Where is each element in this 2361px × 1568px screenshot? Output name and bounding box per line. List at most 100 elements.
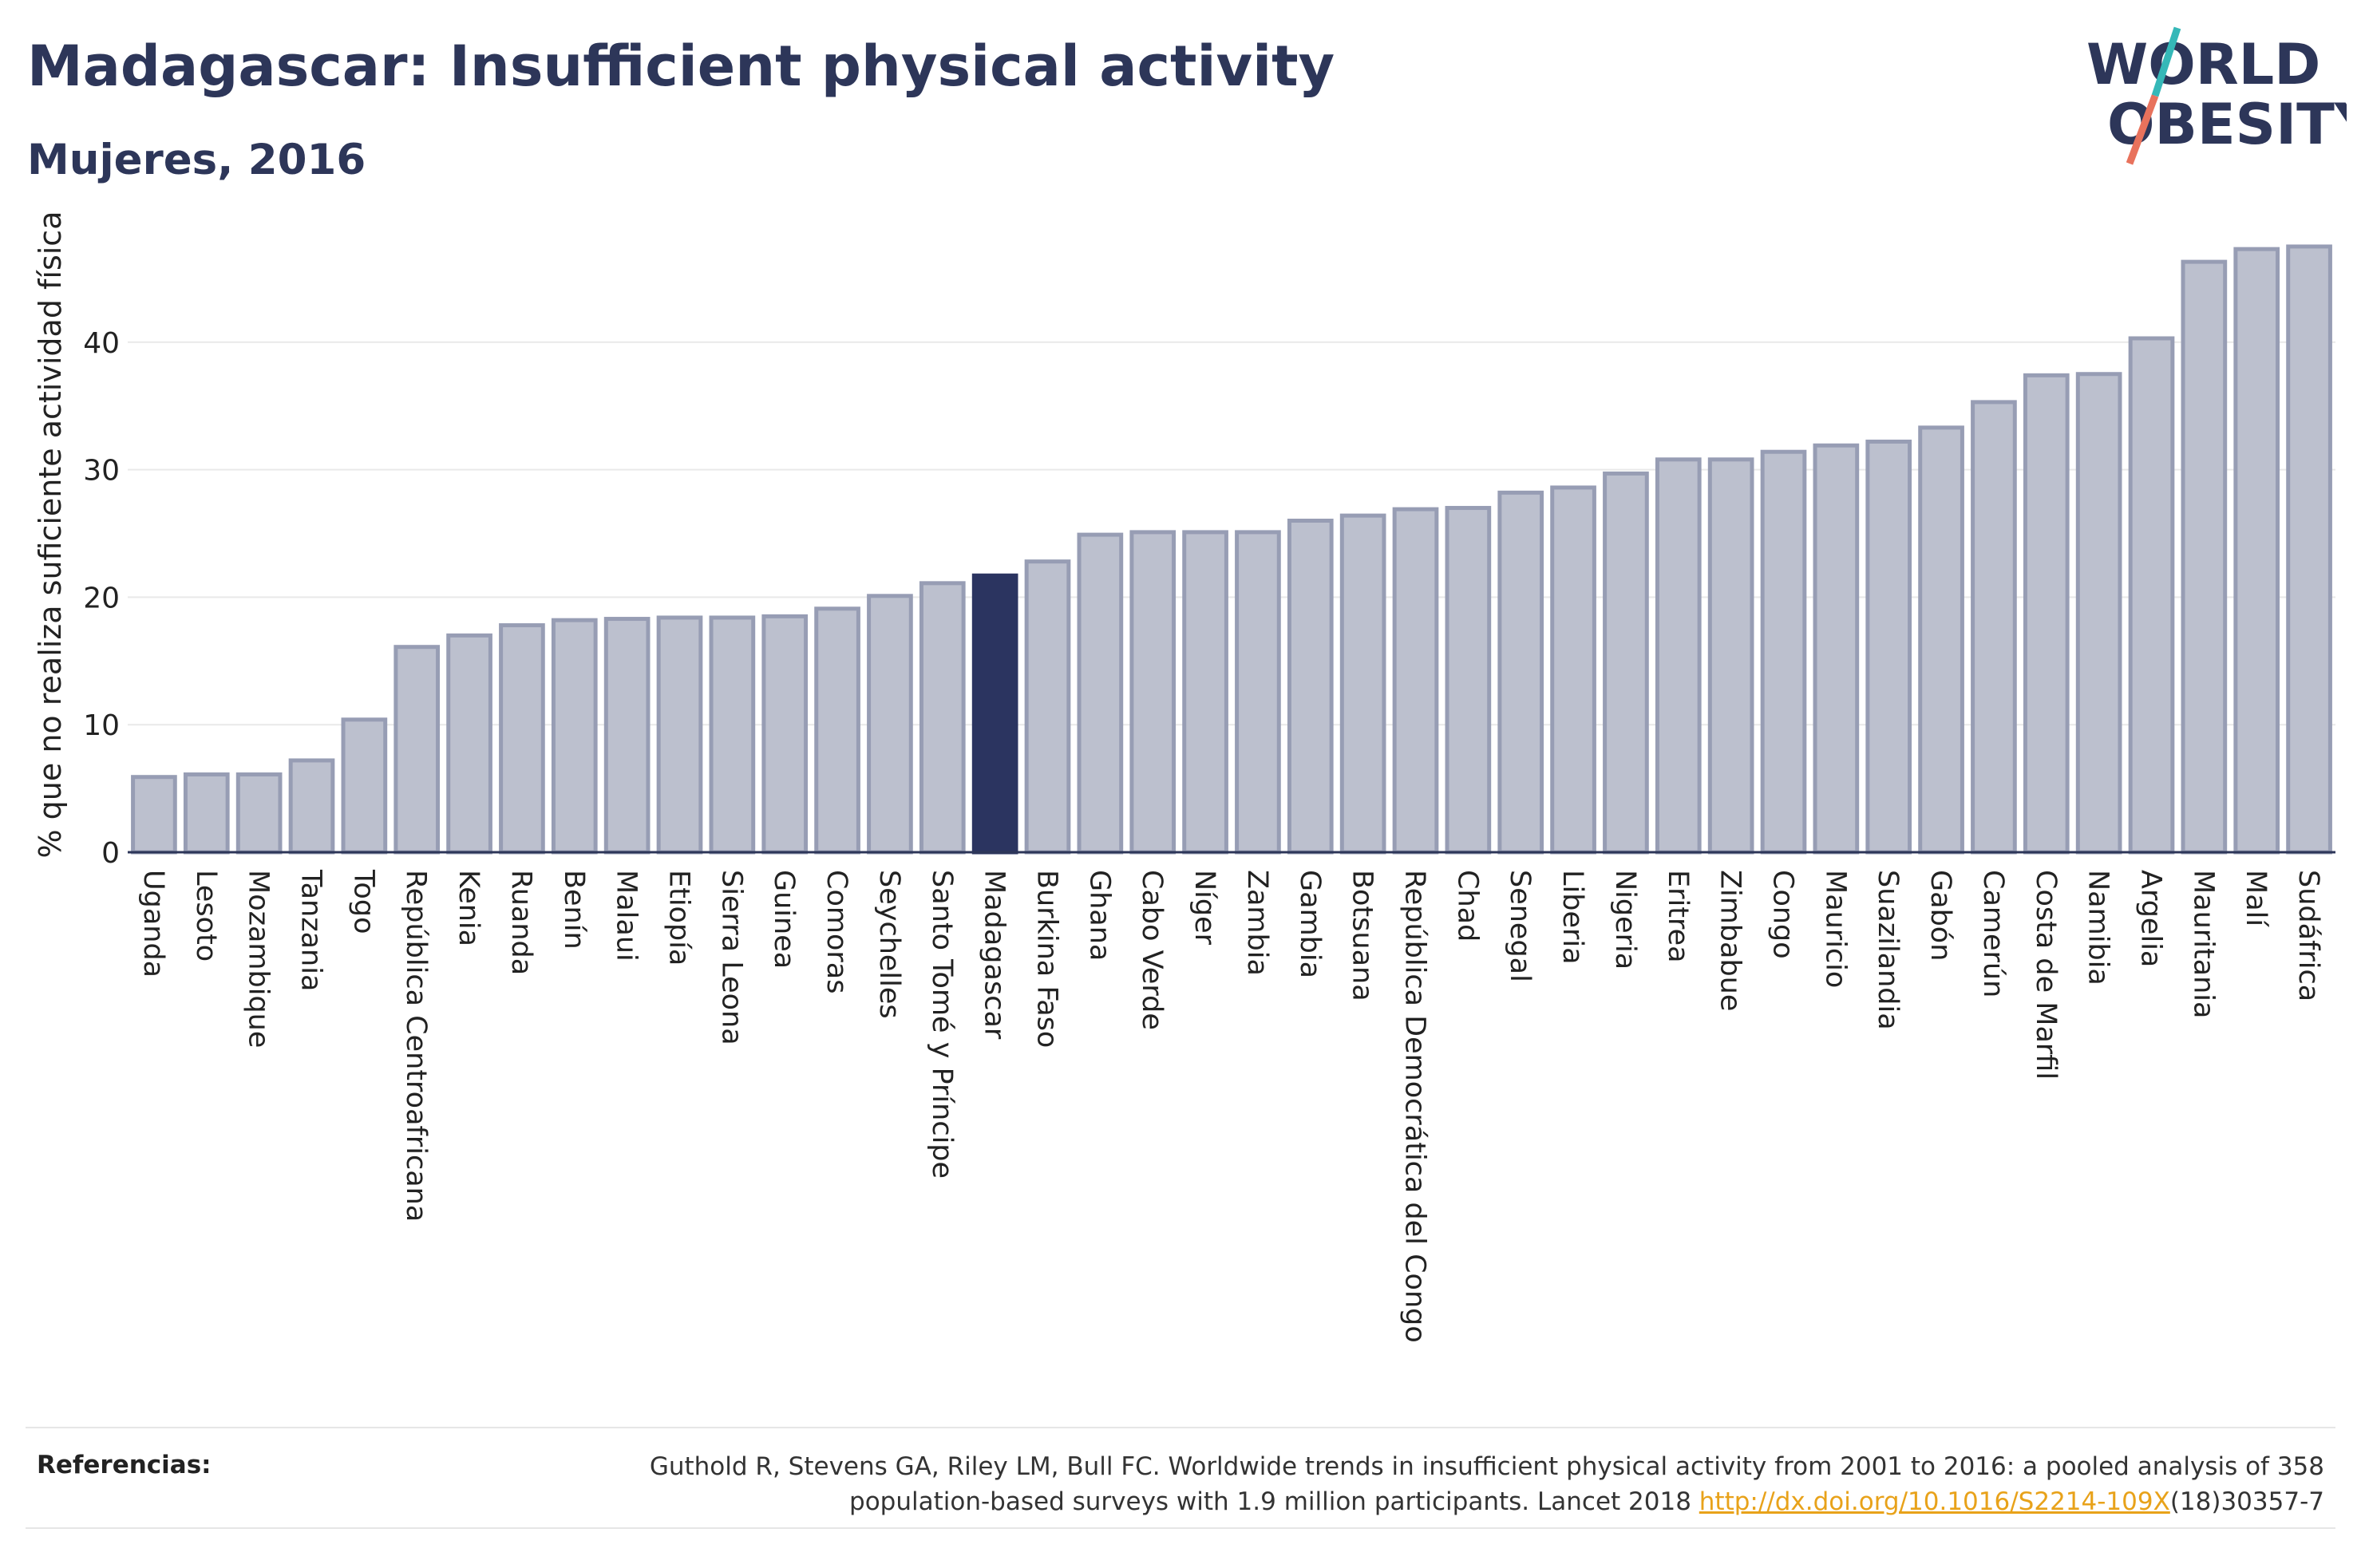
- bar-argelia: [2128, 336, 2175, 855]
- world-obesity-logo: WORLD OBESITY: [2086, 26, 2347, 165]
- references-text: Guthold R, Stevens GA, Riley LM, Bull FC…: [528, 1449, 2324, 1519]
- logo-slash-top: [2151, 26, 2181, 97]
- y-axis-label: % que no realiza suficiente actividad fí…: [33, 211, 68, 859]
- bar-uganda: [131, 775, 177, 855]
- x-tick-label: Botsuana: [1347, 870, 1378, 1001]
- x-tick-label: República Centroafricana: [400, 870, 432, 1222]
- bar-chad: [1445, 506, 1492, 855]
- x-tick-label: Zambia: [1241, 870, 1273, 976]
- bar-gambia: [1287, 519, 1334, 855]
- bar-republica-democratica-del-congo: [1392, 507, 1439, 855]
- x-axis-labels: Uganda Lesoto Mozambique Tanzania Togo Repúbl…: [137, 869, 2324, 1343]
- x-tick-label: Mozambique: [243, 870, 275, 1048]
- bar-mauricio: [1813, 443, 1860, 855]
- bar-tanzania: [288, 758, 335, 855]
- bar-benin: [551, 618, 598, 855]
- x-tick-label: Sudáfrica: [2292, 870, 2324, 1001]
- bar-camerun: [1971, 400, 2017, 855]
- x-tick-label: Guinea: [768, 870, 800, 969]
- y-tick-label: 10: [83, 709, 120, 742]
- x-tick-label: Etiopía: [663, 870, 695, 966]
- x-tick-label: Tanzania: [295, 869, 327, 991]
- bar-eritrea: [1655, 457, 1702, 855]
- reference-citation-line2: population-based surveys with 1.9 millio…: [849, 1487, 1699, 1516]
- x-tick-label: Liberia: [1556, 870, 1588, 965]
- y-tick-label: 20: [83, 582, 120, 614]
- doi-link[interactable]: http://dx.doi.org/10.1016/S2214-109X: [1699, 1487, 2170, 1516]
- bar-liberia: [1550, 485, 1596, 855]
- x-tick-label: Senegal: [1504, 870, 1536, 982]
- x-tick-label: Chad: [1451, 870, 1483, 942]
- references-label: Referencias:: [37, 1451, 212, 1479]
- bar-mali: [2233, 247, 2280, 855]
- bar-cabo-verde: [1129, 530, 1177, 855]
- x-tick-label: Argelia: [2135, 870, 2167, 967]
- x-tick-label: Comoras: [821, 870, 852, 993]
- x-tick-label: Camerún: [1977, 870, 2009, 997]
- x-tick-label: Uganda: [137, 870, 169, 978]
- x-tick-label: Malaui: [611, 870, 643, 962]
- x-tick-label: Gabón: [1924, 870, 1956, 961]
- bar-sierra-leona: [709, 615, 756, 855]
- bar-ghana: [1077, 532, 1124, 855]
- bar-congo: [1760, 449, 1807, 855]
- bars: [131, 244, 2332, 855]
- x-tick-label: Madagascar: [979, 870, 1010, 1040]
- bar-kenia: [446, 633, 492, 855]
- y-axis-ticks: 0 10 20 30 40: [83, 327, 120, 870]
- bar-mauritania: [2181, 259, 2228, 855]
- bar-mozambique: [235, 772, 283, 855]
- bar-zimbabue: [1707, 457, 1754, 855]
- bar-botsuana: [1339, 513, 1386, 855]
- y-tick-label: 0: [101, 837, 120, 870]
- x-tick-label: República Democrática del Congo: [1399, 870, 1431, 1343]
- x-tick-label: Namibia: [2082, 870, 2114, 985]
- logo-word-world: WORLD: [2086, 32, 2320, 97]
- bar-burkina-faso: [1024, 559, 1071, 855]
- x-tick-label: Kenia: [453, 870, 484, 946]
- x-tick-label: Togo: [347, 869, 379, 934]
- bar-etiopia: [656, 615, 703, 855]
- x-tick-label: Mauritania: [2187, 870, 2219, 1018]
- bar-sudafrica: [2286, 244, 2332, 855]
- chart-subtitle: Mujeres, 2016: [27, 136, 366, 184]
- x-tick-label: Benín: [558, 870, 590, 950]
- bar-togo: [341, 717, 388, 855]
- gridlines: [128, 341, 2335, 726]
- x-tick-label: Ghana: [1083, 870, 1115, 961]
- bar-zambia: [1235, 530, 1281, 855]
- x-tick-label: Sierra Leona: [715, 870, 747, 1045]
- x-tick-label: Mauricio: [1819, 870, 1851, 988]
- x-tick-label: Níger: [1188, 870, 1220, 946]
- x-tick-label: Santo Tomé y Príncipe: [926, 870, 958, 1179]
- y-tick-label: 30: [83, 455, 120, 488]
- references-section: Referencias: Guthold R, Stevens GA, Rile…: [26, 1427, 2335, 1529]
- x-tick-label: Suazilandia: [1872, 870, 1904, 1030]
- x-tick-label: Gambia: [1294, 870, 1326, 978]
- bar-comoras: [814, 606, 860, 855]
- bar-seychelles: [867, 594, 913, 855]
- x-tick-label: Malí: [2240, 870, 2272, 927]
- x-tick-label: Nigeria: [1609, 870, 1641, 970]
- x-tick-label: Congo: [1767, 870, 1799, 959]
- bar-guinea: [761, 614, 809, 855]
- x-tick-label: Ruanda: [505, 870, 537, 975]
- logo-slash-bottom: [2126, 94, 2159, 165]
- bar-lesoto: [183, 772, 230, 855]
- bar-costa-de-marfil: [2023, 373, 2070, 855]
- bar-santo-tome-y-principe: [919, 581, 966, 855]
- bar-madagascar: [971, 573, 1018, 855]
- bar-ruanda: [499, 623, 545, 855]
- x-tick-label: Eritrea: [1662, 870, 1694, 963]
- reference-citation-suffix: (18)30357-7: [2169, 1487, 2324, 1516]
- bar-senegal: [1497, 490, 1544, 855]
- bar-republica-centroafricana: [394, 645, 441, 855]
- x-tick-label: Costa de Marfil: [2030, 870, 2062, 1080]
- x-tick-label: Seychelles: [873, 870, 905, 1019]
- reference-citation-line1: Guthold R, Stevens GA, Riley LM, Bull FC…: [649, 1452, 2324, 1481]
- bar-chart: 0 10 20 30 40 Uganda Lesoto Mozambique Tanzania…: [33, 211, 2335, 1343]
- bar-namibia: [2075, 372, 2122, 855]
- bar-suazilandia: [1865, 439, 1912, 855]
- x-tick-label: Cabo Verde: [1136, 870, 1168, 1030]
- y-tick-label: 40: [83, 327, 120, 360]
